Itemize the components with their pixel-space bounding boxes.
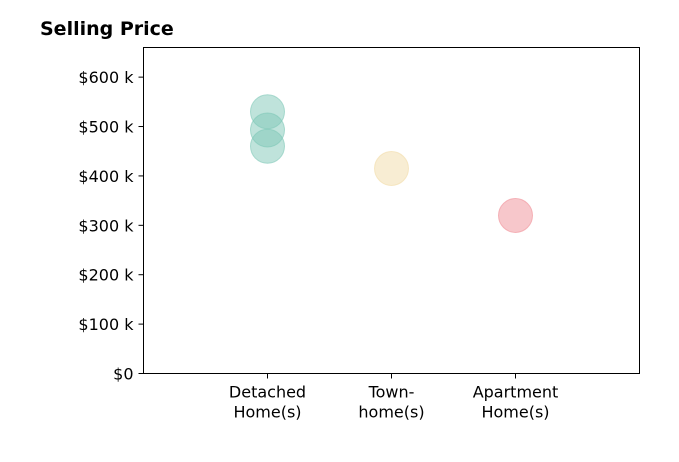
y-tick-label: $100 k	[78, 315, 134, 334]
x-tick-label: Home(s)	[233, 403, 301, 422]
y-tick-label: $200 k	[78, 266, 134, 285]
data-point	[498, 197, 533, 233]
y-tick-label: $300 k	[78, 216, 134, 235]
data-point	[250, 128, 285, 164]
y-tick-label: $600 k	[78, 68, 134, 87]
plot-frame	[143, 47, 640, 374]
y-tick-label: $500 k	[78, 118, 134, 137]
y-tick-label: $0	[113, 365, 133, 384]
y-tick-label: $400 k	[78, 167, 134, 186]
y-axis: $0 $100 k $200 k $300 k $400 k $500 k $600 k	[78, 68, 144, 384]
x-tick-label: home(s)	[358, 403, 424, 422]
x-tick-label: Apartment	[473, 383, 559, 402]
x-tick-label: Detached	[229, 383, 306, 402]
chart-title: Selling Price	[40, 18, 174, 40]
x-axis: DetachedHome(s)Town-home(s)ApartmentHome…	[229, 373, 559, 422]
x-tick-label: Town-	[368, 383, 415, 402]
x-tick-label: Home(s)	[481, 403, 549, 422]
data-points	[250, 94, 533, 233]
data-point	[374, 151, 409, 187]
